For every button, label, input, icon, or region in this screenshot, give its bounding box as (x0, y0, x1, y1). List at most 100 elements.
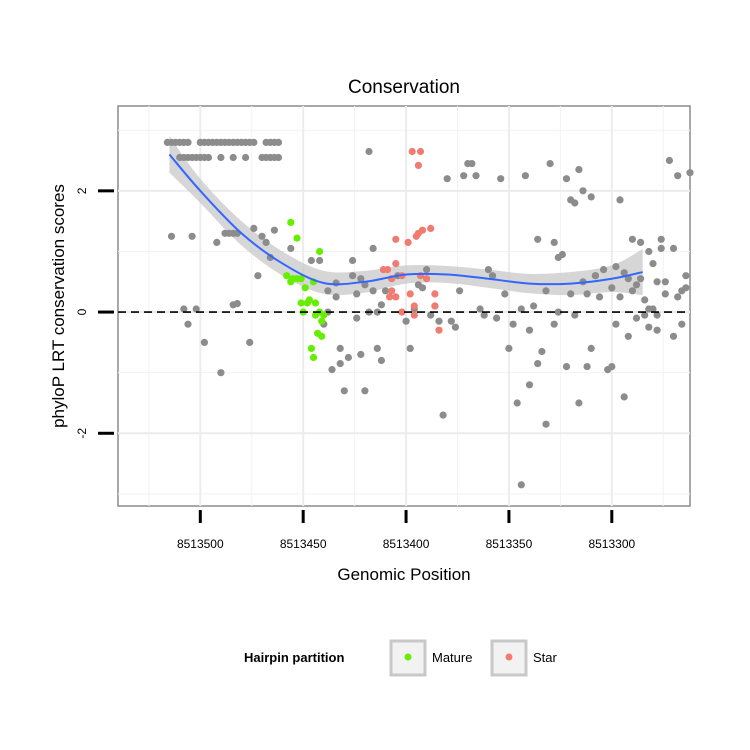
point-other (628, 287, 637, 295)
point-other (653, 278, 661, 286)
legend-label-mature: Mature (432, 650, 472, 665)
point-other (266, 253, 274, 262)
point-star (408, 147, 416, 156)
point-other (583, 363, 591, 371)
point-other (542, 420, 550, 428)
point-star (383, 266, 392, 274)
point-other (402, 317, 410, 325)
point-other (571, 311, 579, 319)
point-mature (318, 317, 326, 325)
x-axis-label: Genomic Position (337, 565, 470, 584)
point-other (550, 320, 558, 328)
point-other (517, 481, 525, 489)
point-other (682, 272, 690, 280)
point-other (447, 317, 455, 325)
point-other (250, 138, 258, 146)
legend-key-mature (389, 639, 427, 677)
point-other (377, 356, 385, 365)
point-other (184, 138, 192, 146)
point-other (184, 320, 192, 328)
point-other (567, 290, 575, 298)
point-other (517, 305, 525, 313)
point-other (575, 166, 583, 174)
point-star (388, 287, 396, 295)
point-other (657, 235, 665, 243)
point-other (595, 293, 604, 301)
point-other (287, 244, 295, 252)
point-other (497, 175, 505, 183)
point-other (204, 153, 213, 162)
point-other (423, 266, 431, 274)
point-mature (287, 218, 295, 226)
point-star (404, 238, 412, 246)
point-other (229, 153, 237, 162)
point-other (649, 305, 657, 313)
point-other (328, 366, 336, 374)
legend-marker-star (505, 653, 513, 661)
point-other (443, 175, 451, 183)
point-star (398, 308, 406, 316)
smooth-line (168, 153, 643, 286)
point-other (484, 266, 492, 274)
point-other (525, 381, 534, 389)
point-other (587, 193, 595, 201)
point-other (608, 284, 616, 292)
point-mature (309, 353, 318, 362)
point-other (435, 317, 443, 325)
confidence-band (169, 136, 643, 296)
point-other (192, 305, 200, 313)
point-other (250, 224, 258, 232)
point-other (562, 363, 571, 371)
legend-marker-mature (404, 653, 412, 661)
point-other (369, 287, 377, 295)
point-other (353, 314, 361, 322)
point-other (554, 308, 562, 316)
legend-label-star: Star (533, 650, 558, 665)
point-other (246, 338, 254, 346)
point-star (431, 290, 439, 298)
point-other (628, 235, 637, 243)
point-other (624, 332, 632, 340)
point-other (641, 311, 649, 319)
point-other (258, 232, 266, 240)
point-other (460, 172, 468, 180)
point-star (435, 326, 443, 334)
point-star (410, 311, 418, 319)
point-other (493, 314, 501, 322)
point-star (431, 302, 439, 310)
point-mature (297, 299, 305, 307)
point-other (649, 260, 657, 268)
point-mature (311, 299, 320, 307)
point-other (361, 281, 369, 289)
point-star (392, 260, 400, 268)
y-axis-ticks: -2 0 2 (75, 187, 114, 439)
point-other (505, 344, 513, 352)
point-other (600, 266, 608, 274)
point-other (200, 338, 208, 346)
point-other (217, 369, 225, 377)
point-other (270, 226, 278, 234)
point-other (332, 293, 340, 301)
point-other (357, 275, 365, 283)
point-other (353, 290, 361, 298)
x-tick-label: 8513300 (588, 537, 635, 551)
point-other (620, 393, 628, 401)
point-other (451, 323, 459, 331)
point-other (468, 160, 476, 168)
point-mature (316, 247, 324, 256)
point-other (373, 308, 381, 316)
point-other (488, 272, 497, 280)
x-tick-label: 8513450 (280, 537, 327, 551)
y-tick-label: -2 (75, 428, 89, 439)
point-other (657, 244, 665, 252)
x-tick-label: 8513500 (177, 537, 224, 551)
point-other (620, 269, 628, 277)
point-mature (293, 234, 301, 242)
legend: Hairpin partition Mature Star (244, 639, 558, 677)
point-star (392, 235, 400, 243)
point-other (349, 256, 357, 265)
point-other (427, 311, 435, 319)
point-star (427, 224, 435, 232)
point-other (665, 156, 674, 165)
point-star (392, 293, 400, 301)
